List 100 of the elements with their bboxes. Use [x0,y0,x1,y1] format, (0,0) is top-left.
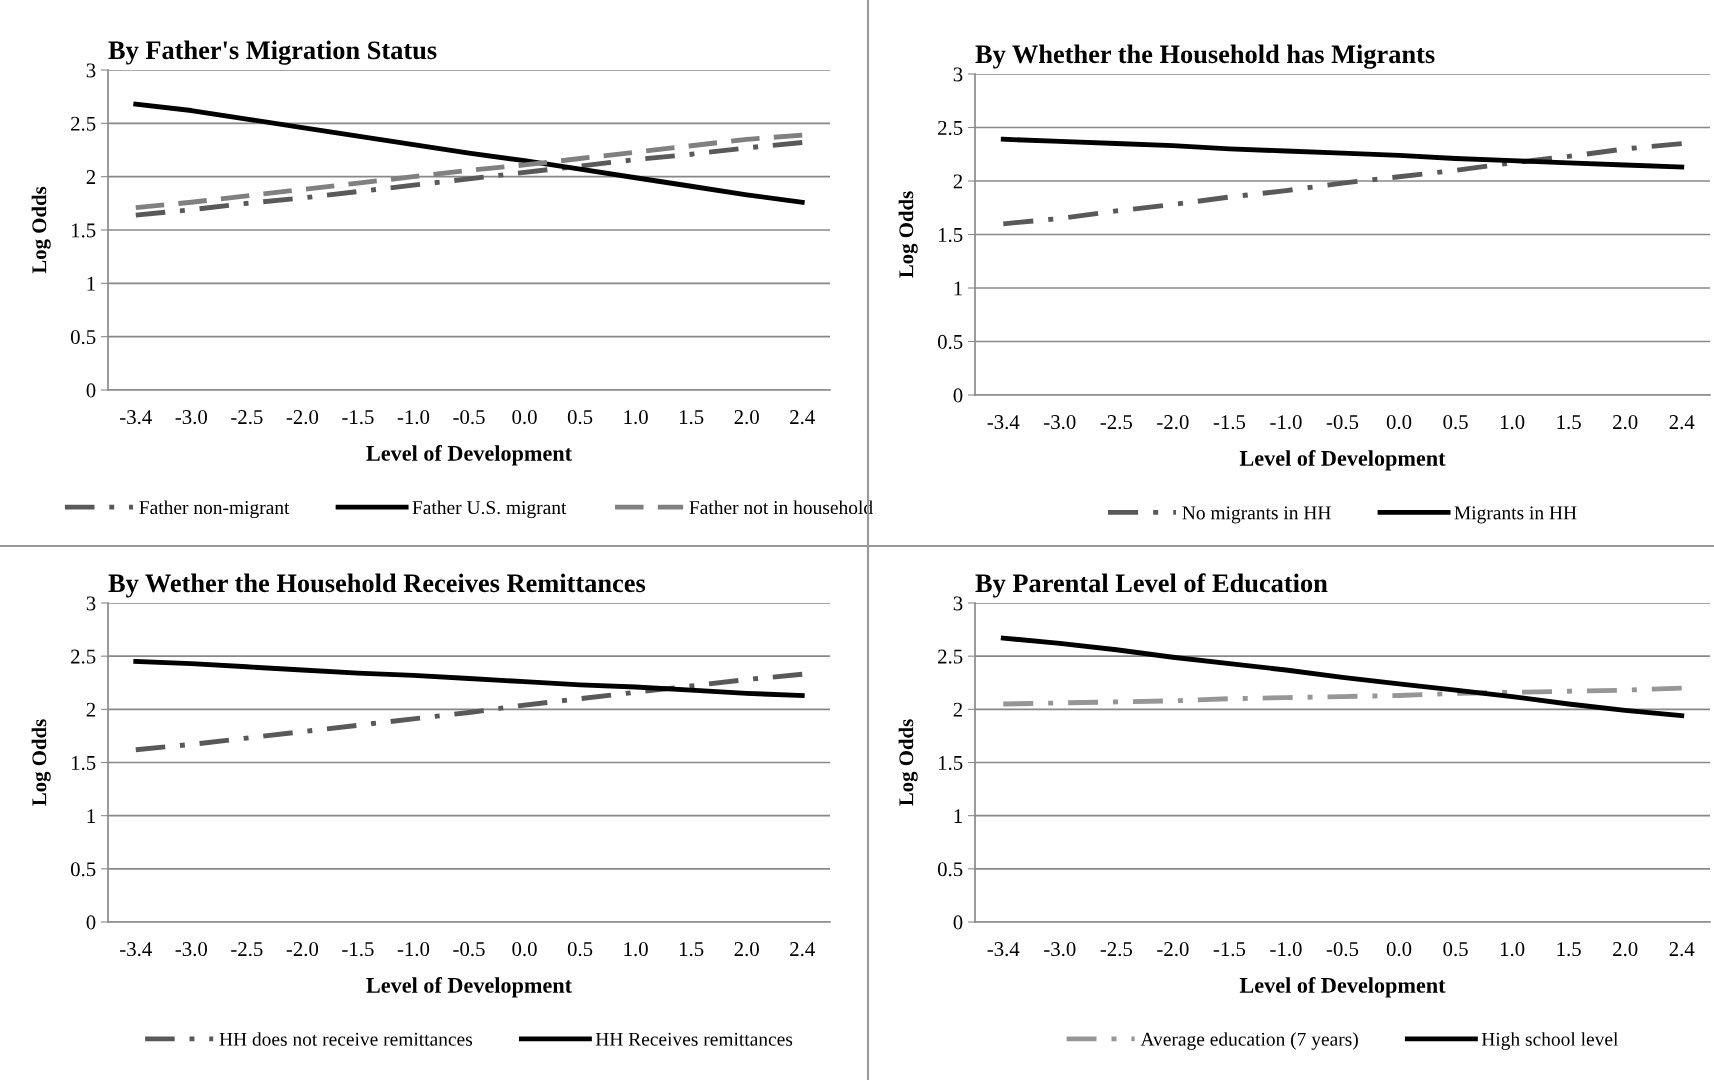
x-tick-label: -0.5 [1326,942,1359,957]
y-tick-label: 1 [954,281,962,296]
x-tick-label: -2.5 [231,410,263,425]
line-series [1000,685,1685,707]
y-tick-label: 1 [954,809,962,823]
y-tick-label: 0.5 [937,334,963,350]
y-tick-label: 1.5 [71,755,96,771]
legend-label: Father not in household [689,500,873,515]
y-tick-label: 3 [86,63,96,78]
chart-title: By Whether the Household has Migrants [975,44,1435,69]
y-tick-label: 0 [86,383,96,398]
chart-title: By Wether the Household Receives Remittances [108,573,646,598]
x-tick-label: -3.0 [175,410,207,425]
legend-label: Father U.S. migrant [412,500,567,519]
x-tick-label: -0.5 [453,942,485,957]
legend-label: Migrants in HH [1454,506,1577,524]
y-tick-label: 3 [953,596,963,611]
x-tick-label: -2.5 [1100,415,1133,430]
legend-label: No migrants in HH [1182,506,1331,524]
x-tick-label: 1.5 [1557,415,1581,430]
y-tick-label: 0 [953,915,963,930]
x-tick-label: 0.0 [512,410,537,425]
x-tick-label: 0.5 [1443,942,1468,957]
y-axis-title: Log Odds [31,186,51,274]
y-tick-label: 1.5 [938,755,963,771]
y-tick-label: 2 [86,170,96,184]
x-tick-label: 1.5 [679,942,704,957]
y-tick-label: 2.5 [938,649,963,664]
y-tick-label: 2.5 [71,116,96,131]
x-axis-title: Level of Development [1239,977,1446,998]
x-tick-label: 2.4 [790,942,815,957]
x-tick-label: -1.0 [1270,942,1302,957]
x-tick-label: 2.0 [734,410,759,425]
x-tick-label: -1.0 [397,942,430,957]
x-tick-label: -1.0 [1270,415,1302,430]
y-tick-label: 0.5 [70,862,96,877]
y-tick-label: 1.5 [938,227,963,243]
x-tick-label: 2.0 [734,942,759,957]
x-tick-label: 2.0 [1613,942,1638,957]
x-tick-label: -2.5 [1100,942,1133,957]
x-tick-label: 0.5 [567,410,593,425]
x-tick-label: -2.0 [1157,942,1189,957]
y-tick-label: 1 [87,276,95,291]
x-tick-label: 1.0 [624,410,648,425]
y-tick-label: 0 [86,915,96,930]
y-axis-title: Log Odds [898,191,918,278]
x-tick-label: 2.4 [1669,415,1695,430]
line-series [1000,141,1685,227]
x-tick-label: -1.5 [1213,415,1246,430]
line-series [133,140,805,218]
y-axis-title: Log Odds [31,719,51,806]
y-tick-label: 3 [86,596,96,611]
x-tick-label: -2.5 [231,942,263,957]
x-tick-label: 0.0 [1386,942,1412,957]
x-axis-title: Level of Development [366,445,572,466]
line-series [1000,136,1685,170]
line-series [133,671,805,753]
x-tick-label: 0.0 [1386,415,1412,430]
x-tick-label: -2.0 [286,942,319,957]
x-tick-label: 1.0 [1500,942,1525,957]
x-tick-label: 1.0 [624,942,648,957]
x-tick-label: 1.5 [679,410,704,425]
x-tick-label: 2.4 [1669,942,1695,957]
x-tick-label: -3.0 [175,942,207,957]
legend-label: HH does not receive remittances [219,1032,473,1046]
line-series [1000,635,1685,719]
x-tick-label: 2.4 [790,410,815,425]
x-tick-label: -3.4 [120,410,152,425]
x-tick-label: 1.5 [1557,942,1581,957]
y-tick-label: 1 [87,809,95,823]
x-axis-title: Level of Development [1239,450,1446,471]
x-tick-label: -0.5 [1326,415,1359,430]
x-tick-label: -3.0 [1044,942,1076,957]
legend-label: HH Receives remittances [595,1032,793,1046]
legend-label: Father non-migrant [139,500,290,519]
y-tick-label: 0.5 [70,330,96,345]
x-tick-label: -1.5 [342,410,374,425]
x-tick-label: -2.0 [1157,415,1189,430]
legend-label: High school level [1481,1032,1619,1050]
x-tick-label: -0.5 [453,410,485,425]
y-tick-label: 2.5 [938,120,963,136]
x-tick-label: 0.0 [512,942,537,957]
x-tick-label: -1.5 [1213,942,1246,957]
x-tick-label: -3.0 [1044,415,1076,430]
x-tick-label: -1.0 [397,410,430,425]
chart-title: By Parental Level of Education [975,573,1328,598]
chart-title: By Father's Migration Status [108,40,437,65]
y-tick-label: 2 [86,702,96,717]
y-tick-label: 2.5 [71,649,96,664]
x-tick-label: -1.5 [342,942,374,957]
x-tick-label: -3.4 [120,942,152,957]
x-tick-label: 0.5 [1443,415,1468,430]
y-tick-label: 2 [953,174,963,189]
x-tick-label: -3.4 [987,942,1020,957]
y-tick-label: 0.5 [937,862,963,877]
legend-label: Average education (7 years) [1140,1032,1358,1050]
y-tick-label: 3 [953,67,963,82]
x-tick-label: -3.4 [987,415,1020,430]
x-tick-label: 2.0 [1613,415,1638,430]
x-tick-label: 0.5 [567,942,593,957]
